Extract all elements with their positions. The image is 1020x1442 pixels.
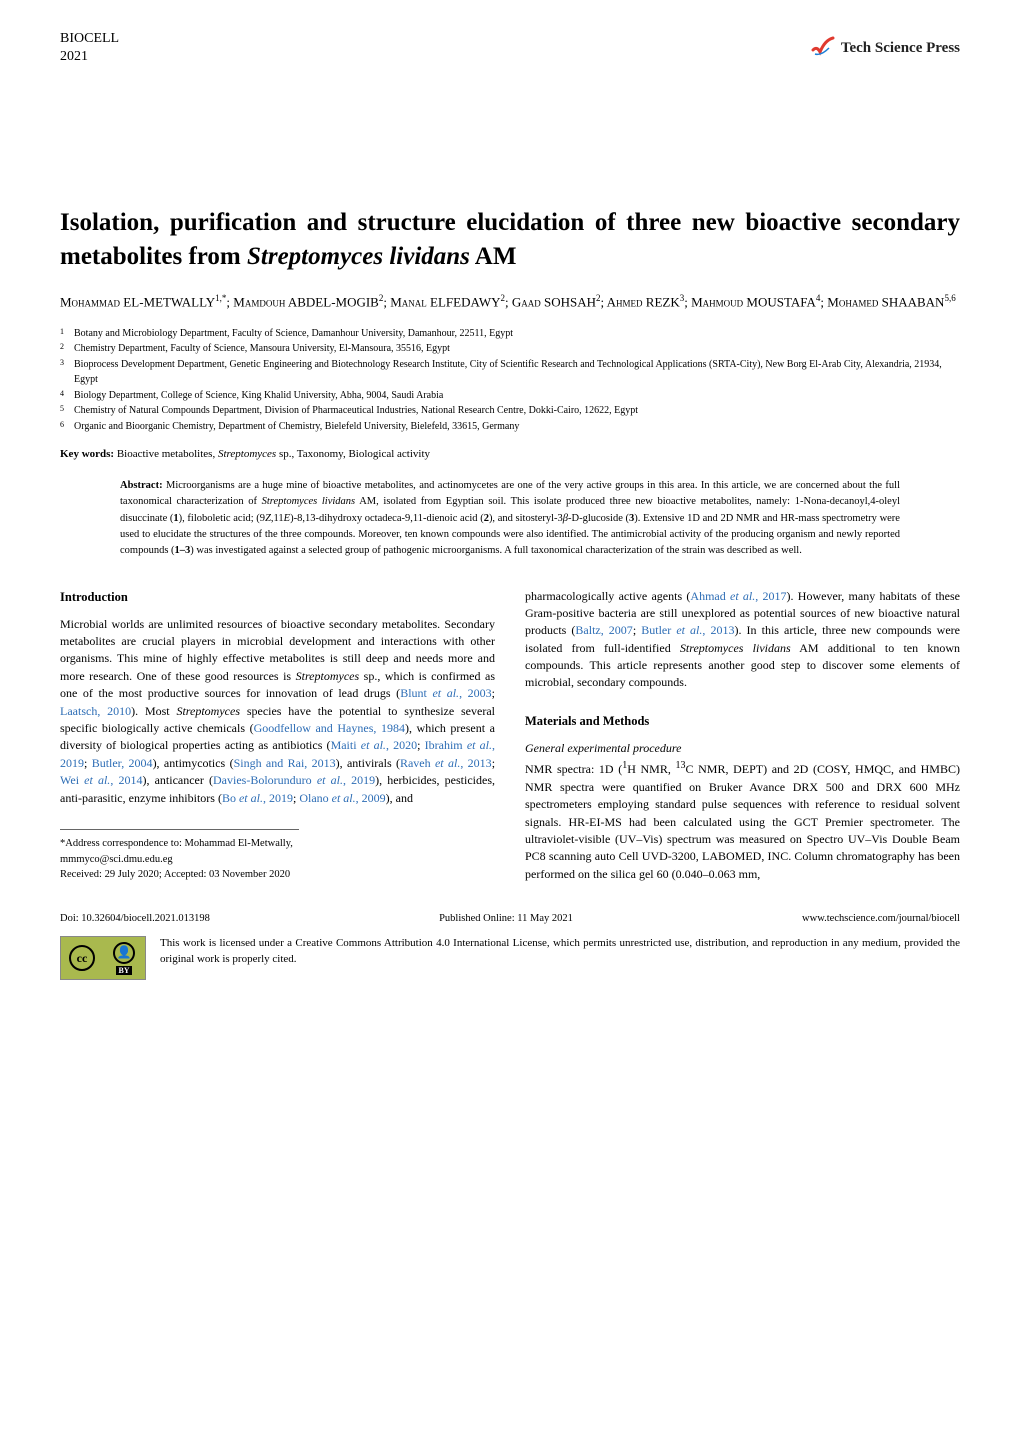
affiliation-item: 4Biology Department, College of Science,… (60, 388, 960, 404)
affiliation-number: 4 (60, 388, 70, 404)
license-text: This work is licensed under a Creative C… (160, 936, 960, 967)
doi-row: Doi: 10.32604/biocell.2021.013198 Publis… (60, 913, 960, 924)
publisher-check-icon (811, 36, 835, 60)
affiliation-item: 2Chemistry Department, Faculty of Scienc… (60, 341, 960, 357)
abstract-label: Abstract: (120, 480, 163, 491)
ref-raveh-2013[interactable]: Raveh et al., 2013 (400, 756, 492, 770)
affiliation-item: 5Chemistry of Natural Compounds Departme… (60, 403, 960, 419)
ref-laatsch-2010[interactable]: Laatsch, 2010 (60, 704, 131, 718)
title-text: Isolation, purification and structure el… (60, 209, 960, 270)
ref-singh-2013[interactable]: Singh and Rai, 2013 (234, 756, 336, 770)
methods-subheading: General experimental procedure (525, 740, 960, 757)
doi-text: Doi: 10.32604/biocell.2021.013198 (60, 913, 210, 924)
ref-butler-2013[interactable]: Butler et al., 2013 (641, 623, 734, 637)
ref-blunt-2003[interactable]: Blunt et al., 2003 (400, 686, 491, 700)
affiliation-number: 3 (60, 357, 70, 388)
right-column: pharmacologically active agents (Ahmad e… (525, 588, 960, 884)
intro-heading: Introduction (60, 588, 495, 606)
methods-paragraph: NMR spectra: 1D (1H NMR, 13C NMR, DEPT) … (525, 759, 960, 883)
abstract-block: Abstract: Microorganisms are a huge mine… (120, 478, 900, 559)
keywords-label: Key words: (60, 448, 114, 460)
license-row: cc 👤 BY This work is licensed under a Cr… (60, 936, 960, 980)
publisher-logo: Tech Science Press (811, 36, 960, 60)
ref-olano-2009[interactable]: Olano et al., 2009 (299, 791, 385, 805)
by-icon: 👤 BY (103, 937, 145, 979)
cc-by-badge: cc 👤 BY (60, 936, 146, 980)
affiliation-text: Botany and Microbiology Department, Facu… (74, 326, 513, 342)
ref-davies-2019[interactable]: Davies-Bolorunduro et al., 2019 (213, 773, 375, 787)
received-accepted: Received: 29 July 2020; Accepted: 03 Nov… (60, 867, 299, 883)
journal-url[interactable]: www.techscience.com/journal/biocell (802, 913, 960, 924)
article-title: Isolation, purification and structure el… (60, 206, 960, 274)
ref-goodfellow-1984[interactable]: Goodfellow and Haynes, 1984 (254, 721, 405, 735)
affiliation-text: Chemistry of Natural Compounds Departmen… (74, 403, 638, 419)
body-columns: Introduction Microbial worlds are unlimi… (60, 588, 960, 884)
journal-year: 2021 (60, 49, 88, 64)
affiliation-text: Chemistry Department, Faculty of Science… (74, 341, 450, 357)
methods-heading: Materials and Methods (525, 712, 960, 730)
correspondence-line: *Address correspondence to: Mohammad El-… (60, 836, 299, 852)
publisher-name: Tech Science Press (841, 40, 960, 57)
author-list: Mohammad EL-METWALLY1,*; Mamdouh ABDEL-M… (60, 292, 960, 312)
affiliation-number: 6 (60, 419, 70, 435)
correspondence-footer: *Address correspondence to: Mohammad El-… (60, 829, 299, 883)
keywords-text: Bioactive metabolites, Streptomyces sp.,… (117, 448, 430, 460)
affiliation-number: 2 (60, 341, 70, 357)
intro-continuation: pharmacologically active agents (Ahmad e… (525, 588, 960, 692)
page-header: BIOCELL 2021 Tech Science Press (60, 30, 960, 66)
ref-baltz-2007[interactable]: Baltz, 2007 (575, 623, 632, 637)
affiliation-item: 1Botany and Microbiology Department, Fac… (60, 326, 960, 342)
ref-ahmad-2017[interactable]: Ahmad et al., 2017 (690, 589, 786, 603)
ref-maiti-2020[interactable]: Maiti et al., 2020 (331, 738, 418, 752)
intro-paragraph: Microbial worlds are unlimited resources… (60, 616, 495, 807)
journal-name: BIOCELL (60, 31, 119, 46)
ref-wei-2014[interactable]: Wei et al., 2014 (60, 773, 142, 787)
cc-icon: cc (61, 937, 103, 979)
affiliation-text: Biology Department, College of Science, … (74, 388, 443, 404)
ref-bo-2019[interactable]: Bo et al., 2019 (222, 791, 293, 805)
affiliation-number: 1 (60, 326, 70, 342)
published-online: Published Online: 11 May 2021 (439, 913, 573, 924)
keywords-line: Key words: Bioactive metabolites, Strept… (60, 448, 960, 460)
correspondence-email[interactable]: mmmyco@sci.dmu.edu.eg (60, 852, 299, 868)
ref-butler-2004[interactable]: Butler, 2004 (92, 756, 153, 770)
affiliation-text: Bioprocess Development Department, Genet… (74, 357, 960, 388)
affiliation-item: 6Organic and Bioorganic Chemistry, Depar… (60, 419, 960, 435)
affiliation-number: 5 (60, 403, 70, 419)
affiliation-text: Organic and Bioorganic Chemistry, Depart… (74, 419, 519, 435)
left-column: Introduction Microbial worlds are unlimi… (60, 588, 495, 884)
affiliation-item: 3Bioprocess Development Department, Gene… (60, 357, 960, 388)
affiliation-list: 1Botany and Microbiology Department, Fac… (60, 326, 960, 435)
journal-block: BIOCELL 2021 (60, 30, 119, 66)
abstract-text: Microorganisms are a huge mine of bioact… (120, 480, 900, 556)
